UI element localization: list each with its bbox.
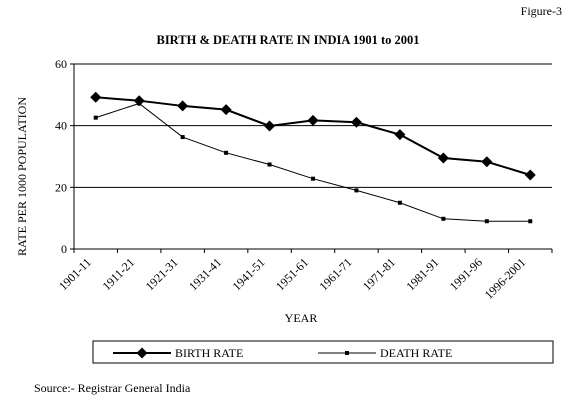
x-tick-label-1931-41: 1931-41 [186,255,224,293]
y-tick-label-0: 0 [61,242,67,256]
figure-label: Figure-3 [520,4,562,18]
death-rate-point-1931-41 [224,150,229,155]
death-rate-point-1996-2001 [528,219,533,224]
birth-rate-point-1941-51 [264,120,276,132]
birth-rate-point-1961-71 [350,116,362,128]
death-rate-point-1961-71 [354,188,359,193]
birth-rate-point-1996-2001 [524,169,536,181]
death-rate-point-1971-81 [397,200,402,205]
x-tick-label-1971-81: 1971-81 [360,255,398,293]
x-tick-label-1996-2001: 1996-2001 [482,255,529,302]
legend-box [92,340,554,364]
y-tick-label-60: 60 [55,57,67,71]
x-tick-label-1981-91: 1981-91 [403,255,441,293]
death-rate-point-1921-31 [180,135,185,140]
x-axis-title: YEAR [285,311,318,325]
chart-title: BIRTH & DEATH RATE IN INDIA 1901 to 2001 [156,33,420,47]
y-tick-label-40: 40 [55,119,67,133]
death-rate-point-1951-61 [311,176,315,181]
birth-rate-point-1921-31 [177,100,189,112]
x-tick-label-1961-71: 1961-71 [316,255,354,293]
birth-rate-point-1911-21 [133,95,145,107]
legend-label-birth-rate: BIRTH RATE [175,346,243,360]
legend-marker-birth-rate [136,347,148,359]
birth-rate-point-1901-11 [90,91,102,103]
x-tick-label-1951-61: 1951-61 [273,255,311,293]
y-tick-label-20: 20 [55,180,67,194]
x-tick-label-1941-51: 1941-51 [229,255,267,293]
x-tick-label-1921-31: 1921-31 [143,255,181,293]
legend-marker-death-rate [345,351,349,355]
death-rate-point-1911-21 [137,101,142,106]
x-tick-label-1991-96: 1991-96 [447,255,485,293]
x-tick-label-1911-21: 1911-21 [99,255,137,293]
death-rate-point-1981-91 [441,216,446,221]
birth-rate-point-1931-41 [220,104,232,116]
death-rate-point-1941-51 [267,162,272,167]
birth-rate-point-1971-81 [394,129,406,141]
x-tick-label-1901-11: 1901-11 [56,255,94,293]
birth-rate-point-1981-91 [437,152,449,164]
death-rate-point-1901-11 [93,115,98,120]
birth-rate-line [95,96,531,176]
death-rate-point-1991-96 [484,219,489,224]
birth-rate-point-1951-61 [307,114,319,126]
birth-rate-point-1991-96 [481,156,493,168]
source-note: Source:- Registrar General India [34,381,191,395]
y-axis-title: RATE PER 1000 POPULATION [15,97,29,256]
legend-label-death-rate: DEATH RATE [380,346,452,360]
